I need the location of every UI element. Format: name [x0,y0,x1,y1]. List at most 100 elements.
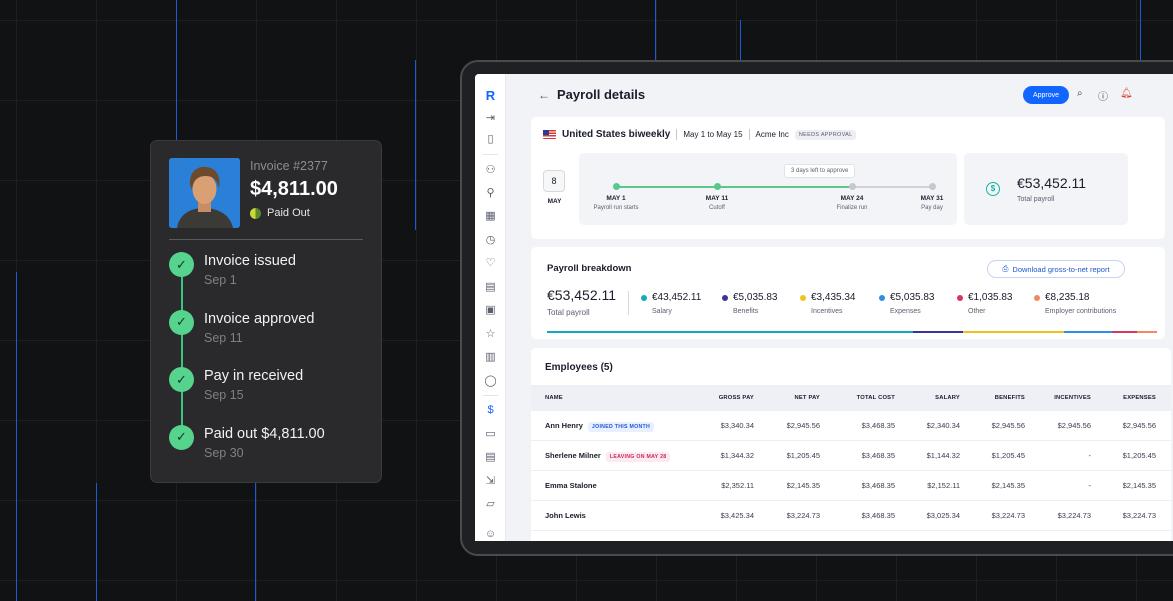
breakdown-category: €43,452.11 Salary [641,292,701,315]
timeline-item: ✓ Invoice approved Sep 11 [169,308,363,366]
milestone-label: Pay day [921,205,943,211]
sidebar-rail: R ⇥ ▯ ⚇ ⚲ ▦ ◷ ♡ ▤ ▣ ☆ ▥ ◯ $ ▭ ▤ ⇲ ▱ ☺ [475,74,506,541]
search-icon[interactable]: ⌕ [1077,88,1083,99]
table-cell: $3,025.34 [926,511,960,520]
column-header[interactable]: EXPENSES [1123,395,1156,401]
table-cell: $3,224.73 [991,511,1025,520]
status-badge: JOINED THIS MONTH [587,422,655,432]
bar-segment-other [1112,331,1137,333]
timeline-title: Invoice approved [204,310,315,327]
people-icon[interactable]: ⚇ [485,164,496,176]
employee-name[interactable]: Ann Henry [545,421,583,430]
total-payroll-card: $ €53,452.11 Total payroll [964,153,1128,225]
folder-icon[interactable]: ▱ [486,498,495,510]
employee-name[interactable]: John Lewis [545,511,586,520]
timeline-item: ✓ Invoice issued Sep 1 [169,250,363,308]
timeline-item: ✓ Paid out $4,811.00 Sep 30 [169,423,363,481]
bar-segment-salary [547,331,913,333]
column-header[interactable]: BENEFITS [994,395,1025,401]
table-cell: - [1088,451,1092,460]
table-cell: $2,145.35 [1122,481,1156,490]
divider [483,395,498,396]
column-header[interactable]: SALARY [935,395,960,401]
us-flag-icon [543,130,556,139]
column-header[interactable]: NET PAY [794,395,820,401]
back-arrow-icon[interactable]: ← [538,88,550,102]
column-header[interactable]: INCENTIVES [1054,395,1091,401]
timeline-date: Sep 15 [204,388,244,402]
avatar [169,158,240,228]
emoji-icon[interactable]: ☺ [484,528,497,540]
breakdown-category: €3,435.34 Incentives [800,292,856,315]
bar-segment-employer [1137,331,1157,333]
table-cell: $3,468.35 [861,451,895,460]
breakdown-category: €1,035.83 Other [957,292,1013,315]
table-row[interactable]: John Lewis $3,425.34 $3,224.73 $3,468.35… [531,501,1171,531]
table-header: NAME GROSS PAY NET PAY TOTAL COST SALARY… [531,385,1171,411]
download-report-button[interactable]: ⎙ Download gross-to-net report [987,260,1125,278]
invoice-icon[interactable]: ▤ [485,451,496,463]
calculator-icon[interactable]: ▣ [485,304,496,316]
expand-sidebar-icon[interactable]: ⇥ [485,112,496,124]
table-cell: $1,144.32 [926,451,960,460]
top-bar: ← Payroll details Approve ⌕ ⓘ 🔔︎ [506,74,1173,116]
heart-icon[interactable]: ♡ [485,257,496,269]
category-value: €8,235.18 [1045,292,1090,303]
category-value: €43,452.11 [652,292,702,303]
document-icon[interactable]: ▤ [485,281,496,293]
table-cell: $2,945.56 [991,421,1025,430]
approve-button[interactable]: Approve [1023,86,1069,104]
app-screen: R ⇥ ▯ ⚇ ⚲ ▦ ◷ ♡ ▤ ▣ ☆ ▥ ◯ $ ▭ ▤ ⇲ ▱ ☺ ← … [475,74,1173,541]
column-header[interactable]: TOTAL COST [856,395,895,401]
legend-dot [957,294,963,301]
notification-bell-icon[interactable]: 🔔︎ [1120,88,1133,99]
table-cell: - [1088,481,1092,490]
grid-accent-line [255,483,256,601]
payroll-dollar-icon[interactable]: $ [487,404,494,416]
milestone-label: Finalize run [836,205,868,211]
table-cell: $2,152.11 [927,481,960,490]
employee-name[interactable]: Sherlene Milner [545,451,601,460]
invoice-status-label: Paid Out [267,207,310,219]
grid-accent-line [415,60,416,230]
approve-deadline-tooltip: 3 days left to approve [784,164,856,178]
breakdown-total: €53,452.11 Total payroll [547,287,616,317]
milestone: MAY 31 Pay day [892,195,972,211]
milestone: MAY 1 Payroll run starts [576,195,656,211]
timeline-title: Pay in received [204,368,304,384]
divider [748,129,750,140]
category-label: Benefits [733,308,759,315]
check-icon: ✓ [169,252,194,277]
table-row[interactable]: Ann Henry JOINED THIS MONTH $3,340.34 $2,… [531,411,1171,441]
add-user-icon[interactable]: ⚲ [486,187,495,199]
category-value: €1,035.83 [968,292,1013,303]
receipt-icon[interactable]: ▥ [485,351,496,363]
star-icon[interactable]: ☆ [485,328,496,340]
column-header[interactable]: NAME [545,395,563,401]
payroll-summary-panel: United States biweekly May 1 to May 15 A… [531,117,1165,239]
app-logo[interactable]: R [485,88,496,103]
panel-icon[interactable]: ▯ [487,133,494,145]
milestone: MAY 11 Cutoff [677,195,757,211]
column-header[interactable]: GROSS PAY [718,395,754,401]
export-icon[interactable]: ⇲ [485,475,496,487]
chat-icon[interactable]: ◯ [484,375,497,387]
breakdown-category: €5,035.83 Benefits [722,292,778,315]
table-cell: $2,145.35 [991,481,1025,490]
calendar-icon[interactable]: ▦ [485,210,496,222]
table-cell: $2,352.11 [721,481,754,490]
milestone-date: MAY 1 [606,195,626,202]
table-cell: $1,205.45 [1122,451,1156,460]
table-cell: $2,945.56 [1122,421,1156,430]
status-badge: NEEDS APPROVAL [794,129,857,140]
employee-name[interactable]: Emma Stalone [545,481,597,490]
table-cell: $2,945.56 [1057,421,1091,430]
invoice-number: Invoice #2377 [250,159,328,173]
table-row[interactable]: Sherlene Milner LEAVING ON MAY 28 $1,344.… [531,441,1171,471]
employees-panel: Employees (5) NAME GROSS PAY NET PAY TOT… [531,348,1171,541]
help-icon[interactable]: ⓘ [1098,92,1108,103]
table-row[interactable]: Emma Stalone $2,352.11 $2,145.35 $3,468.… [531,471,1171,501]
clock-icon[interactable]: ◷ [485,234,496,246]
wallet-icon[interactable]: ▭ [485,428,496,440]
total-payroll-label: Total payroll [1017,196,1055,203]
